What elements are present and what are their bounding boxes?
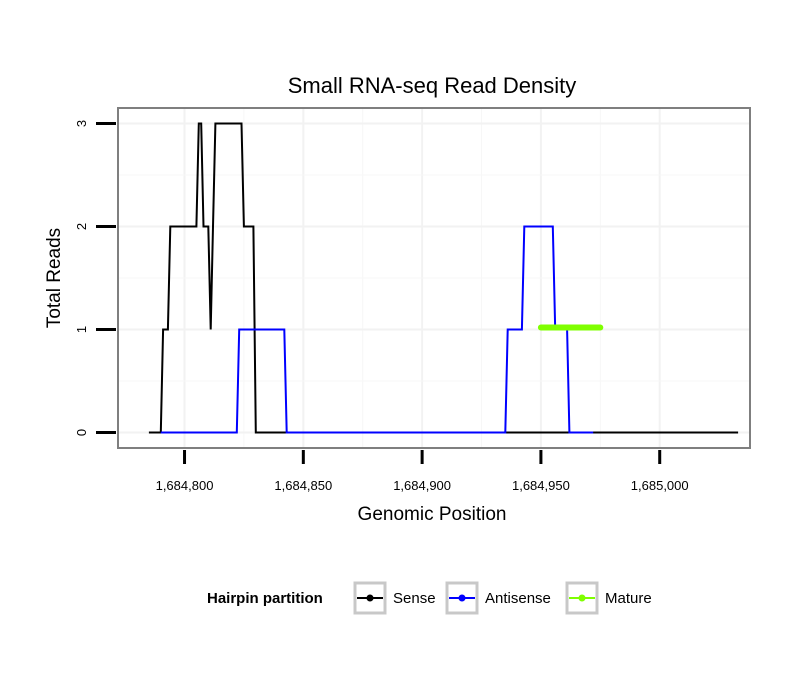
legend-key-point <box>578 594 586 602</box>
x-tick-label: 1,684,850 <box>274 478 332 493</box>
x-tick-label: 1,685,000 <box>631 478 689 493</box>
y-axis: 0 1 2 3 <box>74 120 116 436</box>
legend-item-sense: Sense <box>353 581 436 615</box>
legend-label: Antisense <box>485 590 551 607</box>
y-axis-title: Total Reads <box>44 228 65 328</box>
chart-title: Small RNA-seq Read Density <box>288 73 577 98</box>
legend-label: Mature <box>605 590 652 607</box>
series-line-sense <box>148 122 739 434</box>
x-tick-label: 1,684,800 <box>156 478 214 493</box>
x-axis: 1,684,800 1,684,850 1,684,900 1,684,950 1,68… <box>156 450 689 493</box>
legend-key-point <box>366 594 374 602</box>
y-tick-label: 2 <box>74 223 89 230</box>
y-tick-label: 3 <box>74 120 89 127</box>
legend-item-antisense: Antisense <box>445 581 551 615</box>
legend-key-point <box>458 594 466 602</box>
x-axis-title: Genomic Position <box>358 504 507 525</box>
legend-item-mature: Mature <box>565 581 652 615</box>
x-tick-label: 1,684,950 <box>512 478 570 493</box>
legend-title: Hairpin partition <box>207 590 323 607</box>
legend: Hairpin partition Sense Antisense Mature <box>207 581 652 615</box>
legend-label: Sense <box>393 590 436 607</box>
data-series <box>148 122 739 434</box>
x-tick-label: 1,684,900 <box>393 478 451 493</box>
y-tick-label: 1 <box>74 326 89 333</box>
y-tick-label: 0 <box>74 429 89 436</box>
